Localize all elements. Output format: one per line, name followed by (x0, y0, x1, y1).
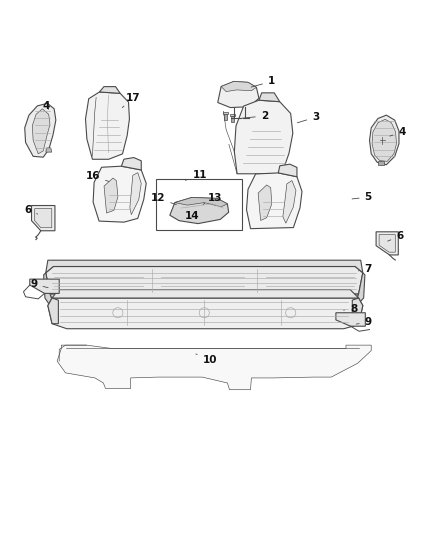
Text: 4: 4 (390, 127, 406, 137)
Polygon shape (99, 87, 120, 93)
Polygon shape (48, 298, 58, 324)
Polygon shape (230, 114, 235, 116)
Polygon shape (175, 198, 227, 207)
Polygon shape (379, 235, 395, 252)
Polygon shape (224, 114, 227, 120)
Text: 9: 9 (356, 317, 372, 327)
Text: 6: 6 (388, 231, 403, 241)
Polygon shape (370, 115, 399, 165)
Text: 13: 13 (203, 193, 222, 204)
Polygon shape (130, 173, 141, 215)
Text: 9: 9 (30, 279, 48, 289)
Polygon shape (170, 198, 229, 224)
Polygon shape (46, 266, 363, 294)
Text: 16: 16 (85, 171, 109, 182)
Polygon shape (35, 208, 52, 228)
Text: 4: 4 (43, 101, 50, 111)
Polygon shape (336, 313, 365, 326)
Polygon shape (48, 298, 363, 329)
Polygon shape (46, 148, 52, 152)
Polygon shape (234, 100, 293, 174)
Polygon shape (231, 116, 234, 122)
Text: 7: 7 (358, 264, 372, 273)
Polygon shape (50, 294, 359, 309)
Polygon shape (353, 273, 365, 309)
Text: 10: 10 (196, 354, 217, 365)
Polygon shape (30, 279, 59, 293)
Polygon shape (104, 178, 118, 213)
Polygon shape (378, 160, 384, 165)
Text: 3: 3 (297, 112, 319, 123)
Polygon shape (32, 206, 55, 231)
Text: 6: 6 (24, 205, 38, 215)
Text: 12: 12 (151, 193, 177, 205)
Text: 8: 8 (344, 304, 357, 313)
Polygon shape (57, 345, 371, 390)
Polygon shape (44, 273, 55, 309)
Polygon shape (218, 82, 259, 108)
Text: 2: 2 (242, 111, 268, 121)
Text: 5: 5 (352, 192, 372, 202)
Polygon shape (352, 298, 363, 325)
Polygon shape (372, 119, 396, 161)
Text: 1: 1 (251, 77, 275, 87)
Bar (156, 180, 242, 230)
Polygon shape (46, 260, 363, 273)
Polygon shape (223, 112, 228, 114)
Polygon shape (52, 289, 359, 298)
Polygon shape (32, 109, 50, 154)
Text: 17: 17 (122, 93, 140, 108)
Polygon shape (247, 173, 302, 229)
Polygon shape (221, 82, 256, 92)
Text: 11: 11 (185, 170, 207, 180)
Polygon shape (25, 103, 56, 157)
Polygon shape (85, 92, 130, 159)
Polygon shape (259, 93, 280, 102)
Polygon shape (283, 181, 296, 223)
Polygon shape (93, 166, 146, 222)
Polygon shape (376, 232, 398, 255)
Polygon shape (258, 185, 272, 221)
Text: 14: 14 (184, 211, 199, 221)
Polygon shape (278, 164, 297, 177)
Polygon shape (121, 158, 141, 170)
